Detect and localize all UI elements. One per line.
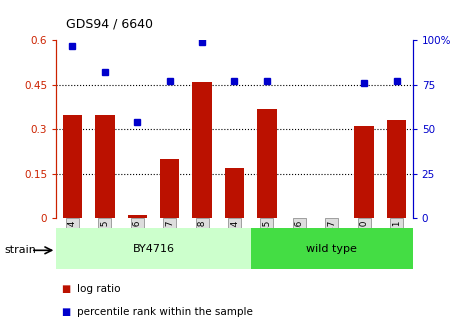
- Text: percentile rank within the sample: percentile rank within the sample: [77, 307, 253, 318]
- Text: wild type: wild type: [306, 244, 357, 254]
- Bar: [387, 121, 406, 218]
- Bar: [160, 159, 180, 218]
- Text: BY4716: BY4716: [132, 244, 174, 254]
- Text: ■: ■: [61, 307, 70, 318]
- Bar: [128, 215, 147, 218]
- Bar: [192, 82, 212, 218]
- Text: GDS94 / 6640: GDS94 / 6640: [66, 17, 153, 30]
- Bar: [63, 115, 82, 218]
- Text: ■: ■: [61, 284, 70, 294]
- Bar: [355, 126, 374, 218]
- Bar: [225, 168, 244, 218]
- Bar: [251, 228, 413, 269]
- Bar: [95, 115, 114, 218]
- Text: log ratio: log ratio: [77, 284, 121, 294]
- Bar: [257, 109, 277, 218]
- Text: strain: strain: [5, 245, 37, 255]
- Bar: [56, 228, 251, 269]
